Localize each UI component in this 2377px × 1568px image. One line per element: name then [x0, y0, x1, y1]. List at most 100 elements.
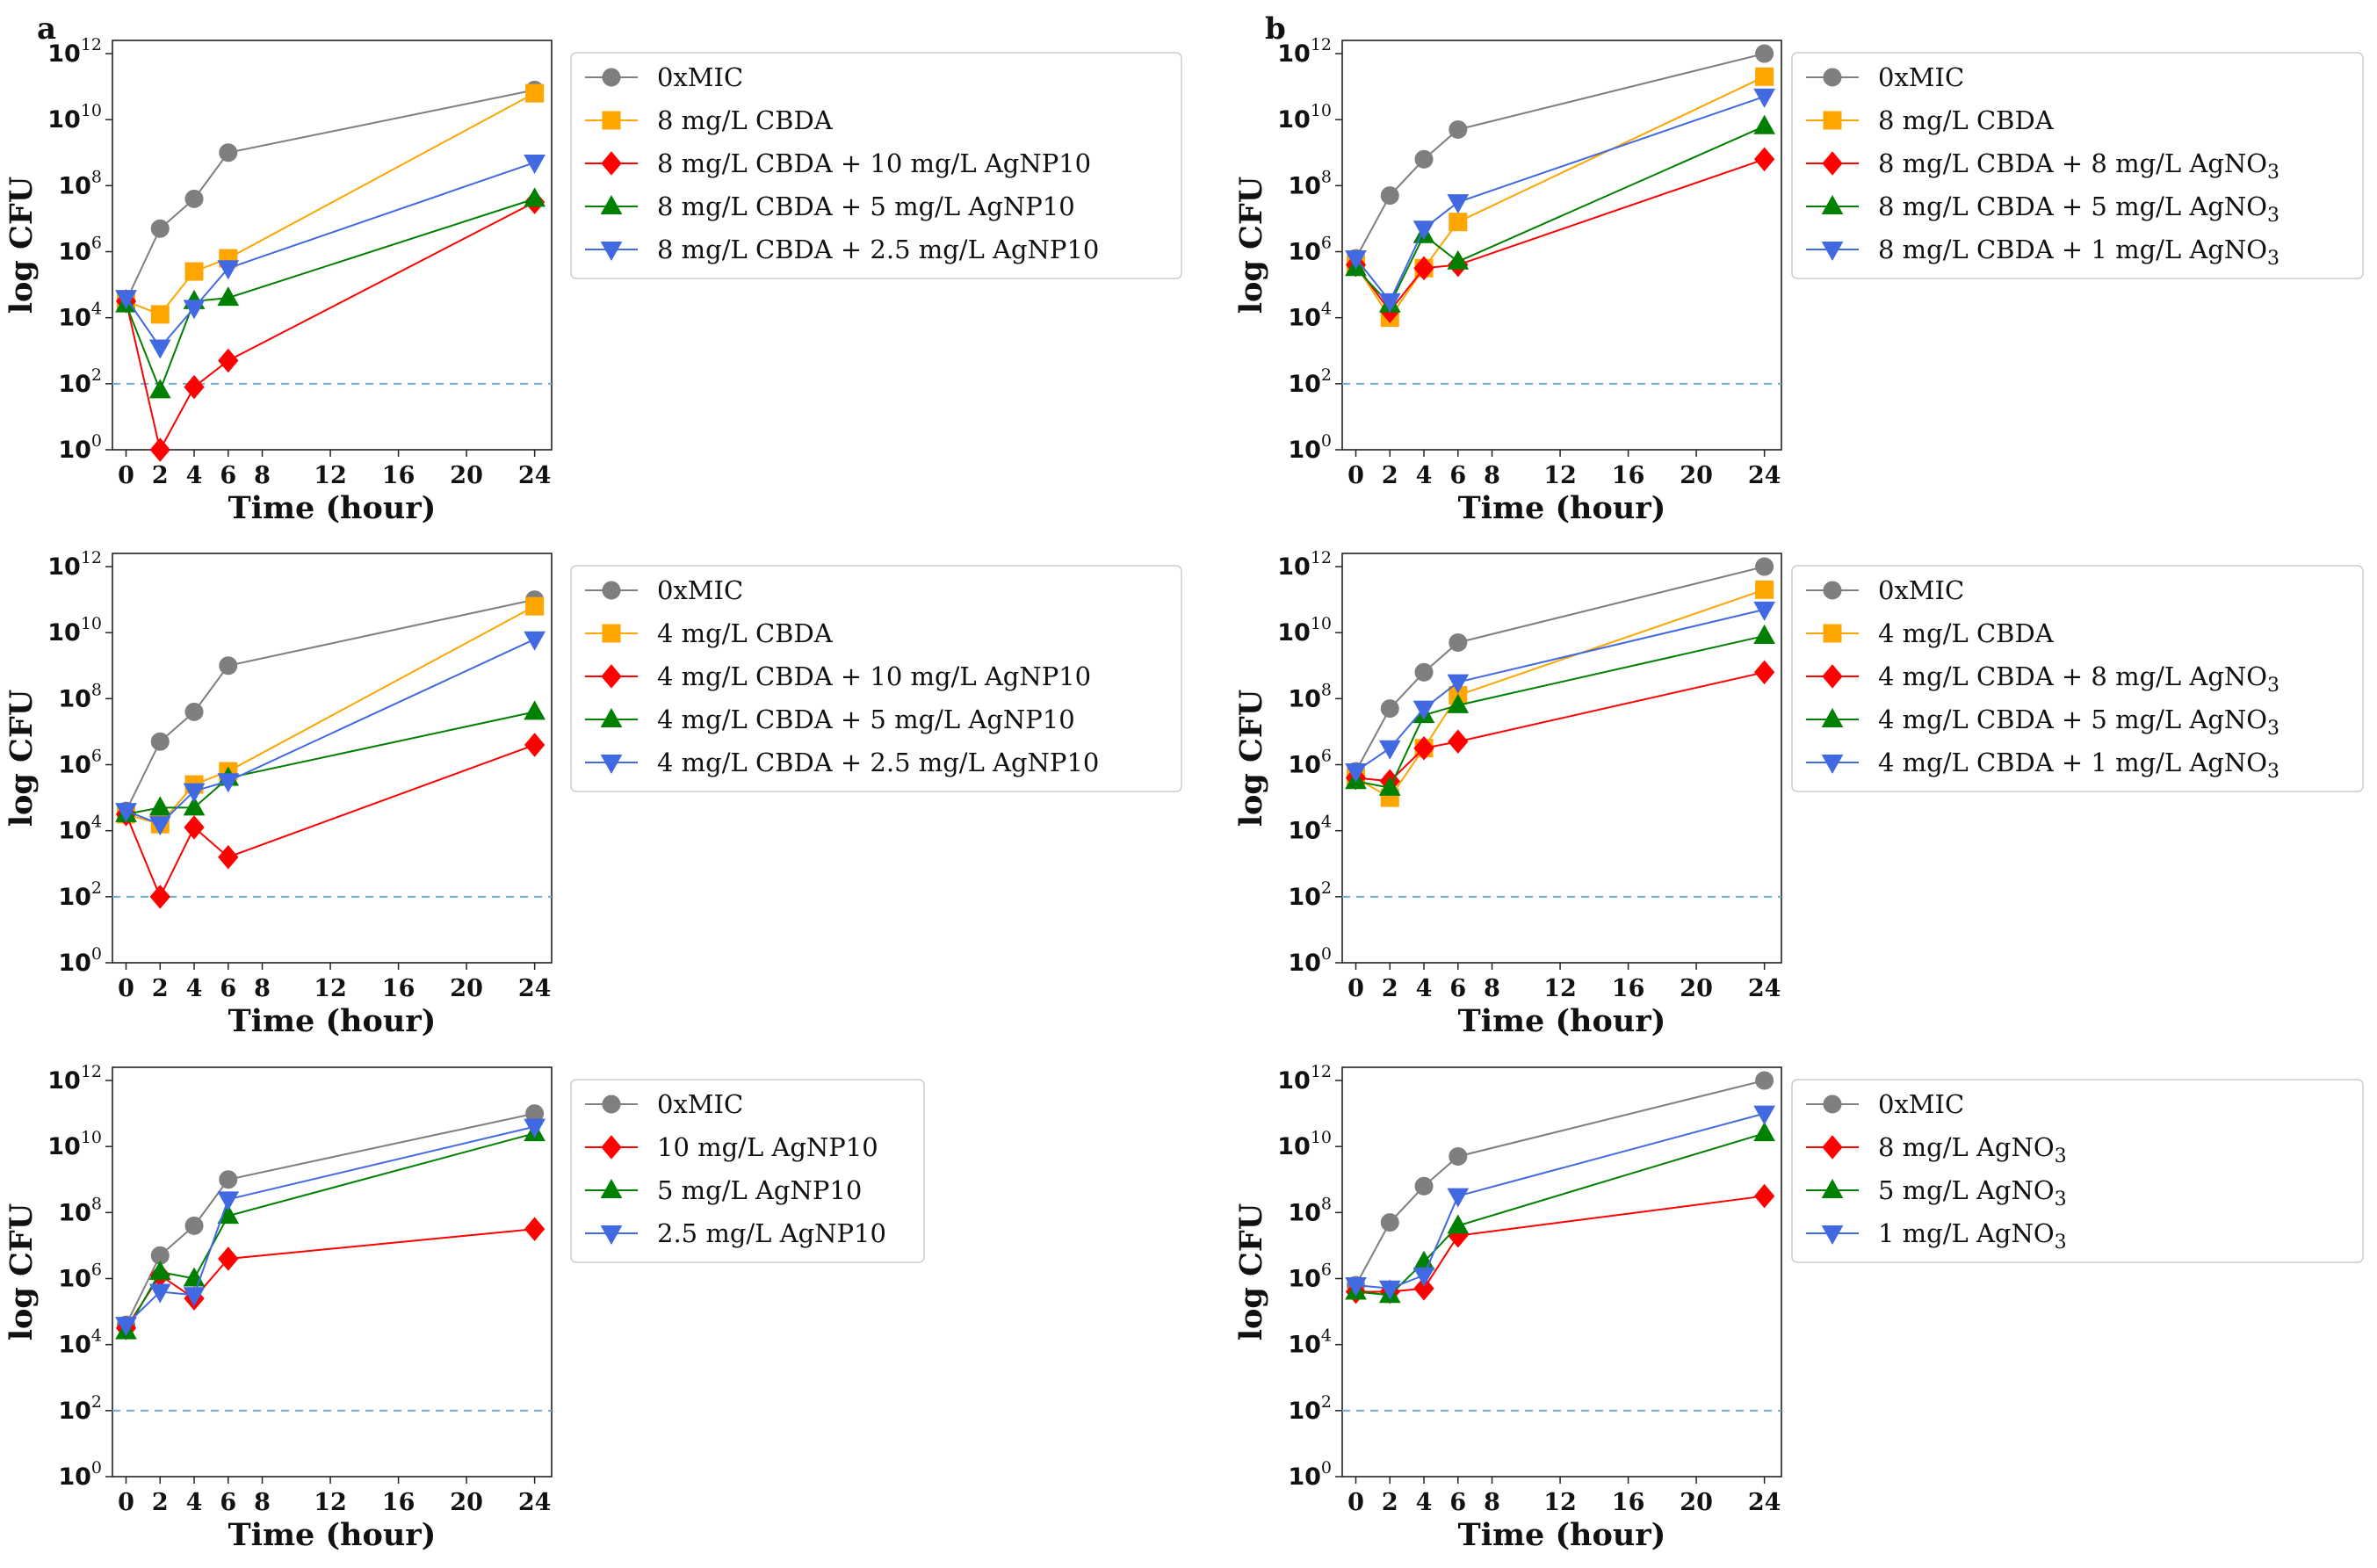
- data-point: [1447, 249, 1470, 270]
- x-tick-label: 16: [1612, 1489, 1645, 1516]
- data-point: [150, 732, 170, 751]
- y-tick-label: 108: [1288, 680, 1332, 712]
- data-point: [1753, 660, 1775, 685]
- series-line: [126, 638, 536, 826]
- x-tick-label: 2: [152, 462, 169, 489]
- y-tick-label: 100: [1288, 1458, 1332, 1491]
- legend-frame: [1791, 565, 2364, 792]
- data-point: [184, 702, 204, 721]
- legend-marker: [602, 624, 621, 643]
- data-point: [1345, 1277, 1367, 1297]
- x-tick-label: 24: [518, 975, 552, 1002]
- legend-marker: [600, 242, 623, 262]
- data-point: [524, 631, 545, 651]
- y-tick-label: 1010: [47, 101, 102, 134]
- legend-entry: 4 mg/L CBDA + 5 mg/L AgNP10: [657, 705, 1075, 734]
- chart-b1: 0 2 4 6 8 12 16 20 2410010210410610810101012Time…: [1233, 35, 2364, 526]
- series-0: [117, 80, 545, 311]
- x-axis-label: Time (hour): [228, 490, 437, 526]
- data-point: [148, 796, 171, 816]
- x-axis-label: Time (hour): [1458, 1003, 1666, 1039]
- series-2: [1345, 660, 1775, 794]
- data-point: [1755, 67, 1774, 86]
- x-tick-label: 16: [382, 1489, 415, 1516]
- y-axis-label: log CFU: [1233, 690, 1269, 827]
- legend-entry: 0xMIC: [1878, 62, 1964, 92]
- x-tick-label: 4: [1416, 462, 1433, 489]
- legend-entry: 5 mg/L AgNP10: [657, 1175, 862, 1205]
- legend-marker: [600, 194, 623, 214]
- x-tick-label: 20: [1680, 975, 1713, 1002]
- data-point: [217, 1191, 240, 1211]
- x-tick-label: 2: [152, 975, 169, 1002]
- legend-entry: 0xMIC: [1878, 1089, 1964, 1119]
- legend-entry: 0xMIC: [657, 1089, 743, 1119]
- series-0: [1347, 1071, 1774, 1295]
- y-tick-label: 1012: [1277, 1062, 1332, 1095]
- data-point: [1380, 186, 1399, 206]
- chart-a1: 0 2 4 6 8 12 16 20 2410010210410610810101012Time…: [4, 35, 1182, 526]
- legend-entry: 8 mg/L AgNO3: [1878, 1132, 2067, 1167]
- legend-entry: 4 mg/L CBDA: [1878, 618, 2055, 648]
- legend-entry: 0xMIC: [657, 575, 743, 605]
- legend-frame: [1791, 1079, 2364, 1263]
- data-point: [1449, 119, 1468, 139]
- legend-entry: 8 mg/L CBDA: [1878, 105, 2055, 135]
- legend-entry: 1 mg/L AgNO3: [1878, 1218, 2067, 1254]
- data-point: [218, 1246, 239, 1271]
- legend-marker: [1823, 111, 1842, 130]
- legend-entry: 4 mg/L CBDA + 1 mg/L AgNO3: [1878, 748, 2279, 783]
- x-tick-label: 20: [450, 1489, 483, 1516]
- x-tick-label: 24: [1748, 1489, 1781, 1516]
- data-point: [1755, 580, 1774, 599]
- data-point: [1378, 776, 1401, 796]
- y-axis-label: log CFU: [4, 690, 40, 827]
- data-point: [1378, 293, 1401, 313]
- y-tick-label: 108: [1288, 1194, 1332, 1226]
- x-tick-label: 0: [118, 975, 134, 1002]
- data-point: [1345, 763, 1367, 784]
- data-point: [524, 733, 545, 757]
- series-line: [1355, 589, 1765, 799]
- x-tick-label: 16: [382, 975, 415, 1002]
- data-point: [524, 155, 545, 175]
- legend-marker: [600, 707, 623, 727]
- x-tick-label: 20: [1680, 462, 1713, 489]
- data-point: [1447, 693, 1470, 713]
- legend-entry: 4 mg/L CBDA + 2.5 mg/L AgNP10: [657, 748, 1099, 777]
- data-point: [184, 189, 204, 208]
- data-point: [1448, 729, 1469, 754]
- legend: 0xMIC 4 mg/L CBDA 4 mg/L CBDA + 10 mg/L Ag…: [570, 565, 1182, 792]
- data-point: [1753, 1122, 1775, 1142]
- legend-marker: [601, 664, 622, 689]
- data-point: [1753, 1183, 1775, 1209]
- chart-b2: 0 2 4 6 8 12 16 20 2410010210410610810101012Time…: [1233, 548, 2364, 1039]
- y-tick-label: 100: [58, 431, 102, 464]
- y-tick-label: 106: [1288, 234, 1332, 266]
- y-tick-label: 108: [58, 1194, 102, 1226]
- x-tick-label: 6: [1449, 1489, 1466, 1516]
- y-tick-label: 1012: [47, 1062, 102, 1095]
- legend-marker: [1821, 1178, 1844, 1198]
- legend-frame: [570, 1079, 925, 1263]
- data-point: [1380, 699, 1399, 719]
- legend: 0xMIC 8 mg/L AgNO3 5 mg/L AgNO3 1 mg/L AgNO…: [1791, 1079, 2364, 1263]
- data-point: [149, 437, 170, 462]
- x-axis-label: Time (hour): [228, 1517, 437, 1553]
- x-tick-label: 12: [1543, 975, 1577, 1002]
- data-point: [183, 300, 206, 320]
- data-point: [115, 290, 137, 310]
- series-2: [1345, 1122, 1775, 1304]
- data-point: [148, 816, 171, 836]
- legend-marker: [1821, 242, 1844, 262]
- series-2: [115, 733, 545, 909]
- data-point: [184, 815, 205, 840]
- data-point: [1414, 662, 1434, 682]
- legend-marker: [602, 1095, 621, 1114]
- y-tick-label: 1010: [47, 614, 102, 647]
- legend-marker: [1823, 581, 1842, 600]
- legend-entry: 8 mg/L CBDA + 8 mg/L AgNO3: [1878, 148, 2279, 184]
- series-1: [115, 1217, 545, 1340]
- series-3: [115, 1118, 545, 1337]
- data-point: [115, 1317, 137, 1337]
